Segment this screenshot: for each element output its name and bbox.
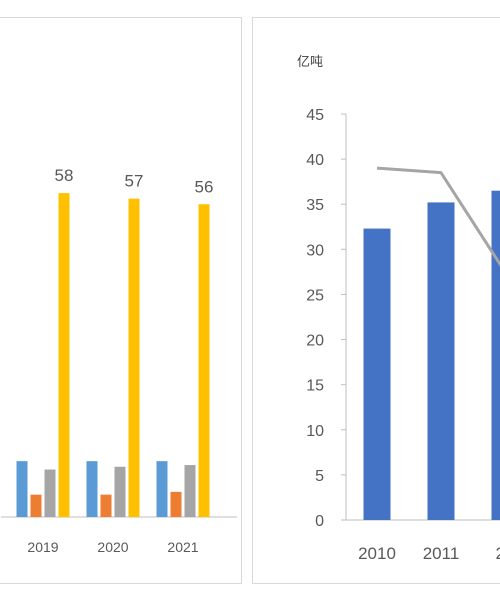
bar-s0-2020 [86, 461, 98, 517]
y-tick-label-35: 35 [306, 197, 324, 214]
y-tick-label-15: 15 [306, 378, 324, 395]
x-tick-label-2021: 2021 [167, 539, 198, 555]
bar-s2-2019 [44, 469, 56, 517]
bar-s3-2021 [198, 204, 210, 517]
y-axis-unit: 亿吨 [297, 55, 323, 70]
y-tick-label-25: 25 [306, 287, 324, 304]
y-tick-label-20: 20 [306, 333, 324, 350]
bar-s0-2021 [156, 461, 168, 517]
bar-2011 [427, 202, 455, 520]
bar-s3-2020 [128, 198, 140, 517]
bar-s0-2019 [16, 461, 28, 517]
x-tick-label-2010: 2010 [358, 544, 396, 563]
data-label-2019: 58 [55, 166, 74, 185]
left-chart-panel: 59585756201920202021 [0, 17, 242, 584]
y-tick-label-0: 0 [315, 513, 324, 530]
bar-s2-2021 [184, 465, 196, 517]
x-tick-label-2011: 2011 [423, 544, 460, 563]
data-label-2021: 56 [195, 177, 214, 196]
bar-2012 [491, 190, 500, 520]
y-tick-label-30: 30 [306, 242, 324, 259]
bar-s1-2019 [30, 494, 42, 517]
left-bar-chart: 59585756201920202021 [1, 166, 237, 555]
right-combo-chart: 亿吨 0 5 10 15 20 25 30 35 40 45 2010 2011 20 [297, 55, 500, 563]
bar-s3-2019 [58, 193, 70, 518]
x-tick-label-2020: 2020 [97, 539, 128, 555]
y-tick-label-5: 5 [315, 468, 324, 485]
y-tick-label-45: 45 [306, 107, 324, 124]
right-chart-panel: 亿吨 0 5 10 15 20 25 30 35 40 45 2010 2011 20 [252, 17, 500, 584]
bar-s1-2021 [170, 491, 182, 517]
bar-s1-2020 [100, 494, 112, 517]
y-tick-label-40: 40 [306, 152, 324, 169]
x-tick-label-2012: 20 [496, 544, 500, 563]
bar-s2-2020 [114, 466, 126, 517]
x-tick-label-2019: 2019 [27, 539, 58, 555]
y-tick-label-10: 10 [306, 423, 324, 440]
data-label-2020: 57 [125, 172, 144, 191]
bar-2010 [363, 228, 391, 521]
